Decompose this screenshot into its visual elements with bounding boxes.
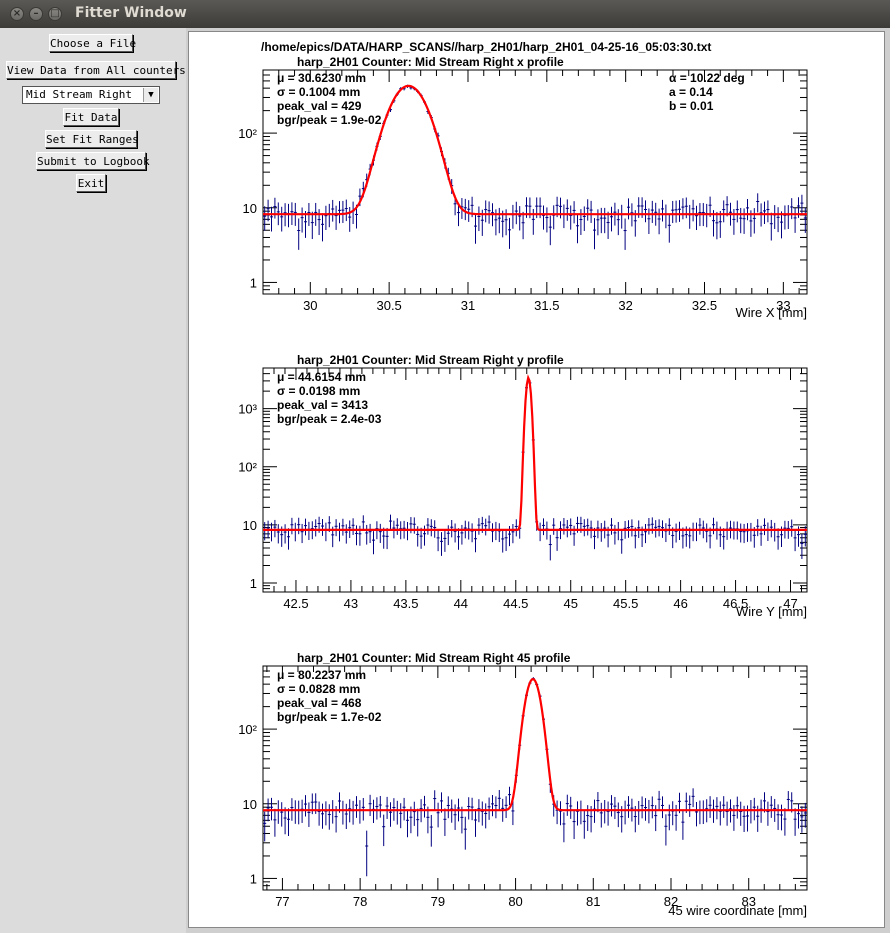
plot-frame: [262, 665, 808, 891]
angle-stat-alpha: α = 10.22 deg: [669, 71, 745, 85]
counter-select-value: Mid Stream Right: [26, 88, 132, 101]
fit-curve: [263, 678, 807, 812]
fit-stat: σ = 0.0828 mm: [277, 682, 360, 696]
x-tick-label: 43.5: [393, 596, 418, 611]
y-tick-label: 10: [243, 518, 257, 533]
x-tick-label: 45: [563, 596, 577, 611]
x-axis-label: 45 wire coordinate [mm]: [668, 903, 807, 918]
x-tick-label: 32.5: [692, 298, 717, 313]
x-tick-label: 78: [353, 894, 367, 909]
fit-stat: σ = 0.0198 mm: [277, 384, 360, 398]
x-tick-label: 77: [275, 894, 289, 909]
x-tick-label: 31.5: [534, 298, 559, 313]
control-panel: Choose a File View Data from All counter…: [0, 28, 186, 933]
fit-stat: μ = 30.6230 mm: [277, 71, 366, 85]
plot-title: harp_2H01 Counter: Mid Stream Right y pr…: [297, 353, 564, 367]
plot-canvas[interactable]: /home/epics/DATA/HARP_SCANS//harp_2H01/h…: [188, 31, 885, 928]
choose-file-button[interactable]: Choose a File: [49, 34, 136, 52]
x-tick-label: 31: [461, 298, 475, 313]
file-path-label: /home/epics/DATA/HARP_SCANS//harp_2H01/h…: [261, 40, 711, 54]
x-tick-label: 79: [431, 894, 445, 909]
counter-select[interactable]: Mid Stream Right ▼: [22, 86, 160, 104]
plot-title: harp_2H01 Counter: Mid Stream Right x pr…: [297, 55, 564, 69]
x-tick-label: 80: [508, 894, 522, 909]
maximize-icon[interactable]: □: [48, 7, 62, 21]
y-tick-label: 10²: [238, 460, 257, 475]
y-tick-label: 1: [250, 871, 257, 886]
set-fit-ranges-button[interactable]: Set Fit Ranges: [45, 130, 139, 148]
x-tick-label: 32: [618, 298, 632, 313]
y-tick-label: 10²: [238, 722, 257, 737]
close-icon[interactable]: ×: [10, 7, 24, 21]
x-tick-label: 46: [673, 596, 687, 611]
angle-stat-a: a = 0.14: [669, 85, 713, 99]
y-tick-label: 10²: [238, 126, 257, 141]
fit-curve: [263, 374, 807, 531]
window-title: Fitter Window: [75, 5, 187, 21]
x-tick-label: 33: [776, 298, 790, 313]
y-tick-label: 10: [243, 201, 257, 216]
fit-stat: bgr/peak = 1.7e-02: [277, 710, 382, 724]
x-tick-label: 42.5: [283, 596, 308, 611]
fit-stat: peak_val = 429: [277, 99, 362, 113]
x-tick-label: 30.5: [376, 298, 401, 313]
x-axis-label: Wire X [mm]: [736, 305, 808, 320]
x-tick-label: 30: [303, 298, 317, 313]
fit-stat: μ = 80.2237 mm: [277, 668, 366, 682]
exit-button[interactable]: Exit: [76, 174, 106, 192]
minimize-icon[interactable]: –: [29, 7, 43, 21]
view-all-counters-button[interactable]: View Data from All counters: [6, 61, 186, 79]
submit-logbook-button[interactable]: Submit to Logbook: [36, 152, 150, 170]
angle-stat-b: b = 0.01: [669, 99, 714, 113]
x-tick-label: 43: [344, 596, 358, 611]
x-tick-label: 44.5: [503, 596, 528, 611]
title-bar: × – □ Fitter Window: [0, 0, 890, 28]
plot-title: harp_2H01 Counter: Mid Stream Right 45 p…: [297, 651, 571, 665]
fit-stat: peak_val = 3413: [277, 398, 368, 412]
x-tick-label: 47: [783, 596, 797, 611]
plot-frame: [262, 69, 808, 295]
fit-curve: [263, 84, 807, 216]
fit-stat: bgr/peak = 2.4e-03: [277, 412, 382, 426]
x-tick-label: 82: [664, 894, 678, 909]
x-tick-label: 83: [741, 894, 755, 909]
y-tick-label: 10: [243, 797, 257, 812]
plots-svg: /home/epics/DATA/HARP_SCANS//harp_2H01/h…: [238, 40, 808, 918]
fit-stat: peak_val = 468: [277, 696, 362, 710]
fit-stat: bgr/peak = 1.9e-02: [277, 113, 382, 127]
y-tick-label: 1: [250, 576, 257, 591]
fit-stat: σ = 0.1004 mm: [277, 85, 360, 99]
x-tick-label: 44: [454, 596, 468, 611]
x-tick-label: 81: [586, 894, 600, 909]
y-tick-label: 10³: [238, 402, 257, 417]
x-tick-label: 46.5: [723, 596, 748, 611]
fit-stat: μ = 44.6154 mm: [277, 370, 366, 384]
x-axis-label: Wire Y [mm]: [736, 604, 807, 619]
fit-data-button[interactable]: Fit Data: [63, 108, 119, 126]
chevron-down-icon[interactable]: ▼: [143, 88, 158, 102]
y-tick-label: 1: [250, 275, 257, 290]
x-tick-label: 45.5: [613, 596, 638, 611]
